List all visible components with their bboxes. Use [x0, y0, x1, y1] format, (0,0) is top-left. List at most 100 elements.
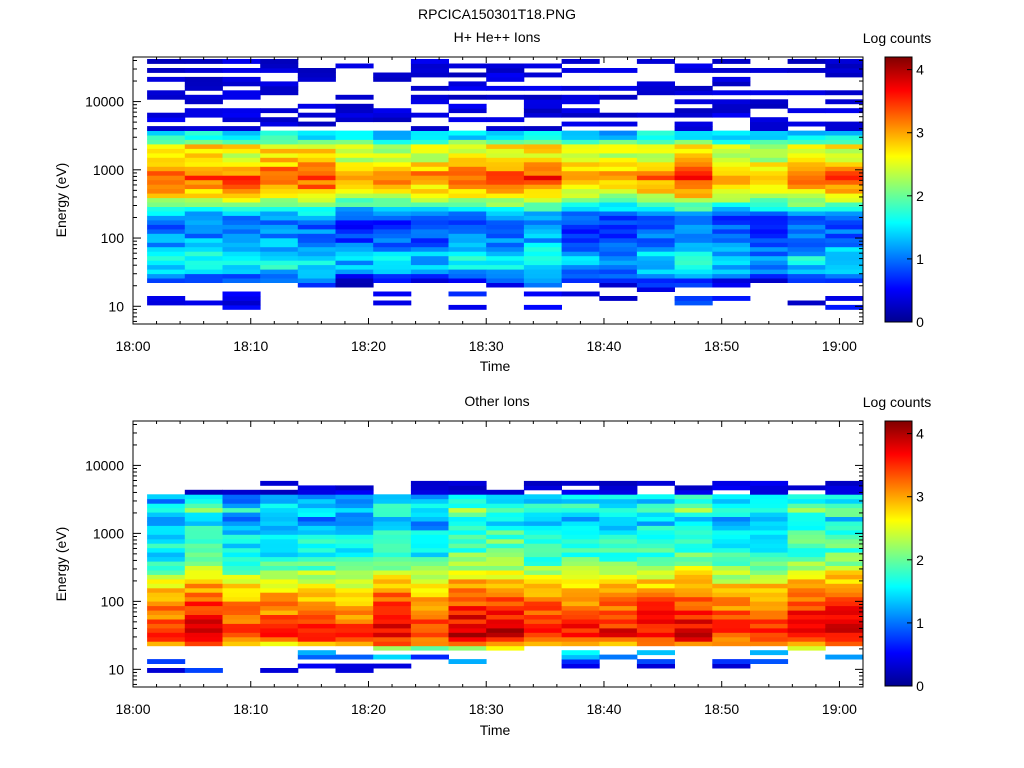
bottom-heatmap-cell	[222, 570, 261, 575]
top-heatmap-cell	[750, 242, 789, 248]
top-heatmap-cell	[260, 170, 299, 176]
top-heatmap-cell	[561, 224, 600, 230]
bottom-heatmap-cell	[335, 632, 374, 638]
top-heatmap-cell	[448, 161, 487, 167]
top-heatmap-cell	[825, 59, 863, 64]
top-heatmap-cell	[222, 296, 261, 301]
top-heatmap-cell	[712, 296, 751, 301]
bottom-heatmap-cell	[297, 507, 336, 513]
bottom-heatmap-cell	[674, 578, 713, 584]
top-heatmap-cell	[335, 175, 374, 181]
bottom-heatmap-cell	[486, 503, 525, 509]
top-heatmap-cell	[712, 215, 751, 221]
bottom-heatmap-cell	[599, 605, 638, 611]
top-heatmap-cell	[599, 197, 638, 203]
bottom-heatmap-cell	[297, 641, 336, 647]
top-heatmap-cell	[222, 161, 261, 167]
top-heatmap-cell	[674, 228, 713, 234]
top-heatmap-cell	[523, 175, 562, 181]
top-heatmap-cell	[410, 130, 449, 136]
top-heatmap-cell	[750, 144, 789, 149]
top-heatmap-cell	[599, 152, 638, 158]
top-heatmap-cell	[486, 170, 525, 176]
bottom-heatmap-cell	[448, 480, 487, 486]
top-heatmap-cell	[787, 175, 826, 181]
bottom-colorbar-label: Log counts	[863, 394, 932, 410]
bottom-heatmap-cell	[448, 645, 487, 651]
top-heatmap-cell	[335, 237, 374, 243]
bottom-heatmap-cell	[486, 641, 525, 647]
top-heatmap-cell	[147, 269, 186, 275]
top-heatmap-cell	[561, 59, 600, 64]
bottom-heatmap-cell	[184, 494, 223, 500]
bottom-heatmap-cell	[147, 498, 186, 504]
top-heatmap-cell	[561, 157, 600, 163]
bottom-heatmap-cell	[147, 596, 186, 602]
bottom-heatmap-cell	[750, 641, 789, 647]
bottom-heatmap-cell	[373, 605, 412, 611]
bottom-heatmap-cell	[260, 538, 299, 544]
bottom-heatmap-cell	[825, 601, 863, 607]
top-heatmap-cell	[561, 202, 600, 207]
bottom-heatmap-cell	[674, 507, 713, 513]
top-heatmap-cell	[825, 269, 863, 275]
top-heatmap-cell	[297, 152, 336, 158]
top-heatmap-cell	[750, 211, 789, 216]
top-heatmap-cell	[410, 99, 449, 105]
bottom-heatmap-cell	[636, 512, 675, 517]
top-heatmap-cell	[750, 273, 789, 279]
bottom-heatmap-cell	[448, 619, 487, 624]
bottom-heatmap-cell	[599, 543, 638, 549]
top-heatmap-cell	[750, 135, 789, 140]
top-colorbar-tick-label: 4	[916, 62, 924, 78]
bottom-heatmap-cell	[561, 587, 600, 593]
bottom-heatmap-cell	[184, 529, 223, 535]
bottom-heatmap-cell	[674, 596, 713, 602]
bottom-heatmap-cell	[335, 507, 374, 513]
top-heatmap-cell	[147, 300, 186, 306]
top-heatmap-cell	[297, 224, 336, 230]
bottom-heatmap-cell	[410, 521, 449, 526]
top-heatmap-cell	[561, 291, 600, 297]
bottom-heatmap-cell	[599, 570, 638, 575]
bottom-heatmap-cell	[486, 543, 525, 549]
bottom-heatmap-cell	[750, 494, 789, 500]
bottom-heatmap-cell	[825, 494, 863, 500]
bottom-heatmap-cell	[636, 627, 675, 633]
top-x-tick-label: 18:30	[469, 338, 504, 354]
top-heatmap-cell	[297, 269, 336, 275]
bottom-heatmap-cell	[787, 601, 826, 607]
bottom-heatmap-cell	[825, 614, 863, 620]
bottom-heatmap-cell	[222, 538, 261, 544]
bottom-heatmap-cell	[335, 556, 374, 562]
bottom-heatmap-cell	[222, 521, 261, 526]
bottom-heatmap-cell	[599, 525, 638, 531]
top-heatmap-cell	[222, 59, 261, 64]
bottom-heatmap-cell	[184, 587, 223, 593]
bottom-heatmap-cell	[750, 610, 789, 615]
bottom-heatmap-cell	[486, 498, 525, 504]
top-heatmap-cell	[787, 157, 826, 163]
top-heatmap-cell	[787, 242, 826, 248]
top-heatmap-cell	[297, 202, 336, 207]
top-heatmap-cell	[787, 135, 826, 140]
top-heatmap-cell	[184, 273, 223, 279]
bottom-heatmap-cell	[787, 627, 826, 633]
bottom-heatmap-cell	[712, 623, 751, 629]
top-heatmap-cell	[335, 161, 374, 167]
top-heatmap-cell	[674, 63, 713, 69]
top-heatmap-cell	[297, 278, 336, 283]
top-heatmap-cell	[222, 304, 261, 310]
top-heatmap-cell	[599, 184, 638, 190]
top-heatmap-cell	[373, 108, 412, 114]
top-heatmap-cell	[486, 273, 525, 279]
bottom-heatmap-cell	[410, 610, 449, 615]
bottom-heatmap-cell	[410, 494, 449, 500]
bottom-heatmap-cell	[410, 498, 449, 504]
bottom-heatmap-cell	[147, 565, 186, 571]
bottom-heatmap-cell	[825, 485, 863, 491]
top-heatmap-cell	[523, 94, 562, 100]
bottom-heatmap-cell	[750, 556, 789, 562]
top-colorbar-tick-label: 0	[916, 314, 924, 330]
top-heatmap-cell	[297, 148, 336, 154]
